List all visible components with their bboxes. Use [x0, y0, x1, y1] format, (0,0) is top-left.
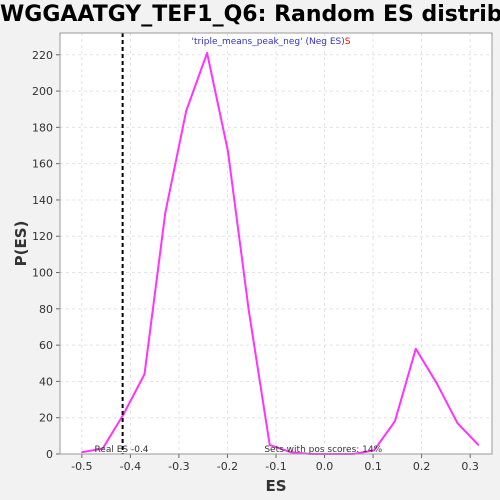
data-point — [227, 150, 229, 152]
legend-label: 'triple_means_peak_neg' (Neg ES) — [192, 37, 345, 47]
y-tick-label: 200 — [32, 85, 53, 98]
plot-border — [59, 32, 493, 455]
data-point — [414, 347, 417, 350]
x-axis-ticks: -0.5 -0.4 -0.3 -0.2 -0.1 0.0 0.1 0.2 0.3 — [71, 454, 479, 473]
y-tick-label: 120 — [32, 230, 53, 243]
real-es-label: Real ES -0.4 — [94, 445, 148, 455]
y-tick-label: 80 — [39, 303, 53, 316]
y-tick-label: 180 — [32, 121, 53, 134]
y-tick-label: 160 — [32, 158, 53, 171]
x-tick-label: -0.5 — [71, 460, 92, 473]
x-axis-title: ES — [265, 477, 286, 495]
data-point — [289, 451, 292, 453]
pos-scores-annotation: Sets with pos scores: 14% — [264, 445, 382, 455]
legend-suffix: S — [345, 37, 351, 47]
data-point — [268, 444, 271, 446]
grid — [60, 33, 492, 455]
x-tick-label: 0.0 — [316, 460, 334, 473]
data-point — [477, 444, 480, 446]
y-tick-label: 0 — [46, 448, 53, 461]
y-tick-label: 140 — [32, 194, 53, 207]
chart-title: WGGAATGY_TEF1_Q6: Random ES distribution — [0, 2, 500, 27]
data-point — [248, 309, 250, 312]
y-tick-label: 220 — [32, 49, 53, 62]
data-point — [101, 447, 104, 450]
data-point — [206, 52, 208, 54]
x-tick-label: -0.2 — [217, 460, 238, 473]
x-tick-label: -0.3 — [168, 460, 189, 473]
legend: 'triple_means_peak_neg' (Neg ES)S — [192, 37, 351, 47]
y-axis-ticks: 0 20 40 60 80 100 120 140 160 180 200 220 — [32, 49, 60, 461]
data-point — [143, 373, 146, 375]
data-point — [164, 211, 167, 214]
x-tick-label: -0.1 — [265, 460, 286, 473]
x-tick-label: -0.4 — [120, 460, 141, 473]
data-point — [185, 110, 188, 112]
y-tick-label: 60 — [39, 339, 53, 352]
data-point — [81, 451, 83, 453]
data-point — [394, 420, 396, 423]
data-point — [456, 422, 459, 424]
x-tick-label: 0.3 — [461, 460, 479, 473]
series-line — [81, 52, 480, 455]
data-point — [373, 449, 375, 452]
x-tick-label: 0.2 — [413, 460, 431, 473]
y-tick-label: 40 — [39, 375, 53, 388]
y-tick-label: 20 — [39, 412, 53, 425]
data-point — [435, 382, 438, 385]
y-axis-title: P(ES) — [12, 221, 30, 267]
y-tick-label: 100 — [32, 267, 53, 280]
x-tick-label: 0.1 — [364, 460, 382, 473]
